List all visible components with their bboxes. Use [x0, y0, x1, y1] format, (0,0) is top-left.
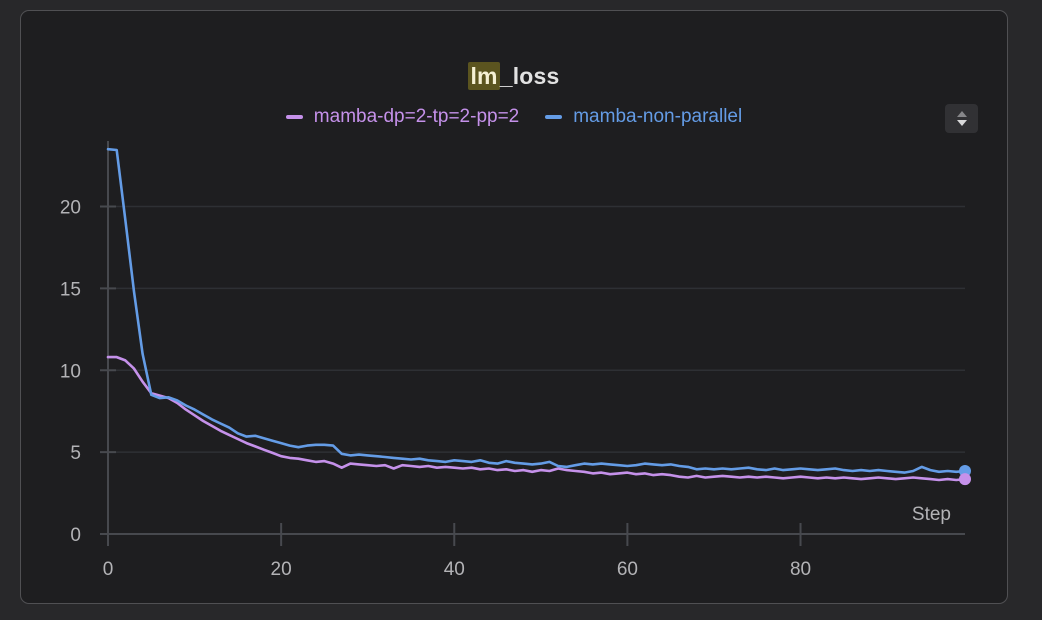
series-end-dot-1	[959, 473, 971, 486]
x-axis-title: Step	[912, 504, 951, 525]
legend-line-swatch	[545, 115, 563, 119]
y-tick-label-10: 10	[60, 361, 81, 382]
x-tick-label-60: 60	[617, 559, 638, 580]
chart-legend: mamba-dp=2-tp=2-pp=2 mamba-non-parallel	[21, 106, 1007, 128]
chart-panel[interactable]: lm_loss mamba-dp=2-tp=2-pp=2 mamba-non-pa…	[20, 10, 1008, 604]
x-tick-label-20: 20	[271, 559, 292, 580]
lm-loss-line-chart[interactable]: 0 5 10 15 20 0 20 40 60 80 Step	[21, 11, 1009, 605]
title-search-highlight: lm	[468, 62, 500, 90]
series-line-2	[106, 147, 967, 474]
legend-item-1[interactable]: mamba-dp=2-tp=2-pp=2	[285, 106, 520, 128]
legend-label: mamba-dp=2-tp=2-pp=2	[313, 106, 520, 127]
legend-label: mamba-non-parallel	[573, 106, 743, 127]
panel-title: lm_loss	[21, 62, 1007, 90]
legend-item-2[interactable]: mamba-non-parallel	[545, 106, 742, 128]
x-tick-label-80: 80	[790, 559, 811, 580]
x-tick-label-40: 40	[444, 559, 465, 580]
triangle-down-icon	[956, 120, 967, 126]
panel-sort-stepper-button[interactable]	[945, 104, 978, 133]
y-tick-label-0: 0	[70, 525, 81, 546]
y-tick-label-5: 5	[70, 443, 81, 464]
triangle-up-icon	[956, 111, 967, 117]
legend-line-swatch	[285, 115, 303, 119]
title-rest: _loss	[499, 63, 560, 89]
series-line-1	[106, 355, 967, 482]
y-tick-label-15: 15	[60, 279, 81, 300]
x-tick-label-0: 0	[103, 559, 114, 580]
y-tick-label-20: 20	[60, 198, 81, 219]
